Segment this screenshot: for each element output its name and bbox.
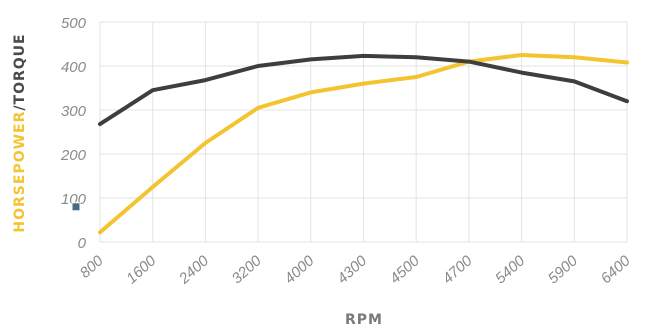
x-tick-label: 800: [77, 252, 107, 282]
series-line-1: [98, 53, 629, 235]
y-axis-title-torque: TORQUE: [12, 33, 28, 104]
x-tick-label: 4000: [281, 252, 318, 287]
x-tick-label: 4300: [334, 252, 371, 287]
x-tick-label: 2400: [175, 252, 212, 288]
x-tick-labels: 800 1600 2400 3200 4000 4300 4500 4700 5400 5900 6…: [77, 252, 634, 288]
x-tick-label: 5400: [492, 252, 529, 287]
x-tick-label: 6400: [597, 252, 634, 287]
marker-square: [71, 202, 81, 212]
series-lines: [98, 53, 629, 235]
x-tick-label: 5900: [545, 252, 582, 287]
y-tick-label: 400: [61, 59, 87, 76]
x-tick-label: 4700: [439, 252, 476, 287]
x-tick-label: 3200: [229, 252, 266, 287]
y-tick-label: 500: [61, 15, 87, 32]
markers: [71, 202, 81, 212]
x-tick-label: 1600: [123, 252, 160, 287]
x-axis-title: RPM: [345, 312, 383, 328]
y-axis-title-horsepower: HORSEPOWER: [12, 111, 28, 233]
y-tick-label: 200: [60, 147, 87, 164]
y-tick-label: 300: [61, 103, 87, 120]
y-tick-label: 0: [78, 235, 87, 252]
series-line-2: [98, 53, 629, 127]
y-axis-title: HORSEPOWER/TORQUE: [12, 33, 28, 232]
y-axis-title-separator: /: [12, 104, 28, 110]
x-tick-label: 4500: [387, 252, 424, 287]
